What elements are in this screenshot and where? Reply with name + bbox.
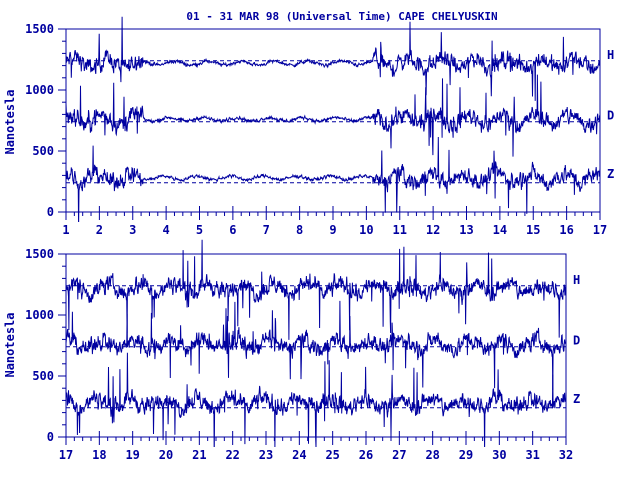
y-tick-label: 500 (32, 369, 54, 383)
y-axis-label: Nanotesla (3, 312, 17, 377)
x-tick-label: 16 (559, 223, 573, 237)
x-tick-label: 11 (393, 223, 407, 237)
x-tick-label: 25 (325, 448, 339, 462)
series-label-H: H (573, 273, 580, 287)
y-tick-label: 1000 (25, 83, 54, 97)
y-tick-label: 500 (32, 144, 54, 158)
x-tick-label: 28 (425, 448, 439, 462)
x-tick-label: 3 (129, 223, 136, 237)
series-line-H (66, 16, 600, 101)
y-tick-label: 1500 (25, 247, 54, 261)
x-tick-label: 23 (259, 448, 273, 462)
series-label-H: H (607, 48, 614, 62)
x-tick-label: 9 (329, 223, 336, 237)
x-tick-label: 5 (196, 223, 203, 237)
x-tick-label: 13 (459, 223, 473, 237)
x-tick-label: 30 (492, 448, 506, 462)
x-tick-label: 12 (426, 223, 440, 237)
x-tick-label: 7 (263, 223, 270, 237)
y-axis-label: Nanotesla (3, 89, 17, 154)
x-tick-label: 29 (459, 448, 473, 462)
x-tick-label: 22 (225, 448, 239, 462)
x-tick-label: 6 (229, 223, 236, 237)
y-tick-label: 1500 (25, 22, 54, 36)
x-tick-label: 31 (525, 448, 539, 462)
x-tick-label: 14 (493, 223, 507, 237)
series-label-Z: Z (607, 167, 614, 181)
y-tick-label: 0 (47, 430, 54, 444)
x-tick-label: 19 (125, 448, 139, 462)
series-line-Z (66, 136, 600, 222)
x-tick-label: 4 (163, 223, 170, 237)
x-tick-label: 18 (92, 448, 106, 462)
x-tick-label: 26 (359, 448, 373, 462)
series-line-Z (66, 352, 566, 447)
panel-top: 1 2 3 4 5 6 7 8 9 10 11 12 13 14 15 16 17050010001500Nan… (3, 16, 614, 237)
series-label-D: D (607, 108, 614, 122)
series-line-H (66, 239, 566, 340)
x-tick-label: 1 (62, 223, 69, 237)
chart-title: 01 - 31 MAR 98 (Universal Time) CAPE CHE… (186, 10, 497, 23)
panel-bottom: 17 18 19 20 21 22 23 24 25 26 27 28 29 30 31 32 0 500 1000… (3, 239, 580, 462)
series-label-D: D (573, 333, 580, 347)
x-tick-label: 10 (359, 223, 373, 237)
x-tick-label: 20 (159, 448, 173, 462)
series-line-D (66, 74, 600, 157)
x-tick-label: 17 (59, 448, 73, 462)
x-tick-label: 2 (96, 223, 103, 237)
y-tick-label: 1000 (25, 308, 54, 322)
x-tick-label: 24 (292, 448, 306, 462)
y-tick-label: 0 (47, 205, 54, 219)
x-tick-label: 15 (526, 223, 540, 237)
x-tick-label: 27 (392, 448, 406, 462)
x-tick-label: 8 (296, 223, 303, 237)
series-line-D (66, 300, 566, 391)
x-tick-label: 32 (559, 448, 573, 462)
x-tick-label: 17 (593, 223, 607, 237)
x-tick-label: 21 (192, 448, 206, 462)
series-label-Z: Z (573, 392, 580, 406)
